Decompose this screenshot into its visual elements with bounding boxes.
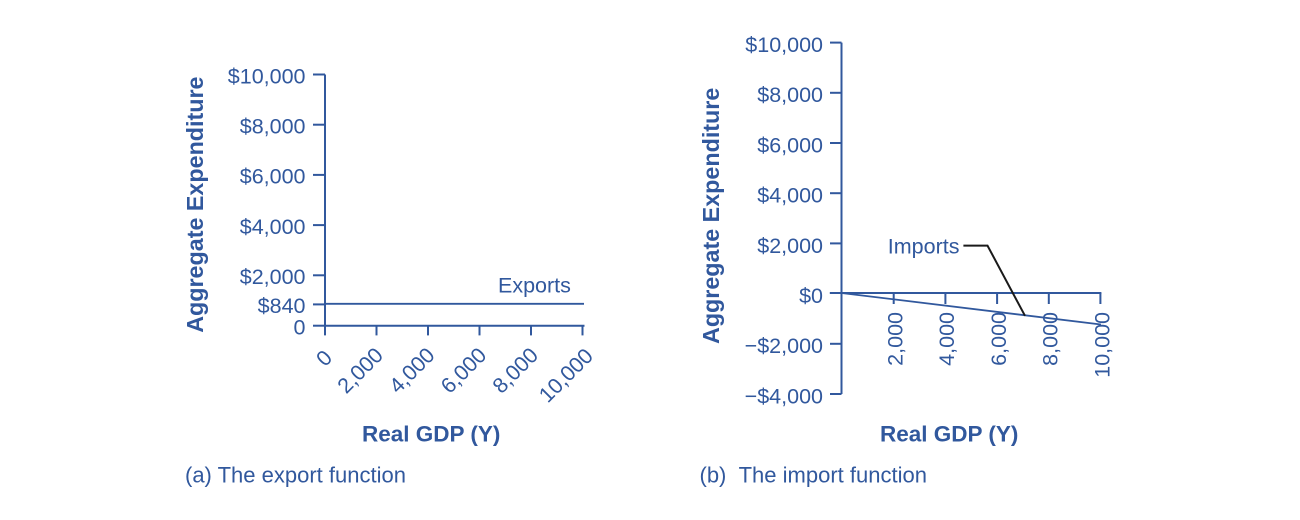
svg-text:Imports: Imports bbox=[888, 235, 960, 259]
svg-text:$2,000: $2,000 bbox=[757, 234, 823, 258]
svg-text:Aggregate Expenditure: Aggregate Expenditure bbox=[698, 88, 724, 344]
svg-text:10,000: 10,000 bbox=[1090, 312, 1114, 378]
svg-text:$8,000: $8,000 bbox=[240, 115, 306, 139]
svg-text:(a) The export function: (a) The export function bbox=[185, 463, 406, 488]
svg-text:4,000: 4,000 bbox=[935, 312, 959, 366]
svg-text:$840: $840 bbox=[258, 294, 306, 318]
svg-text:2,000: 2,000 bbox=[884, 312, 908, 366]
svg-text:Aggregate Expenditure: Aggregate Expenditure bbox=[182, 76, 208, 332]
svg-text:6,000: 6,000 bbox=[987, 312, 1011, 366]
svg-text:$4,000: $4,000 bbox=[240, 215, 306, 239]
svg-text:0: 0 bbox=[294, 315, 306, 339]
svg-text:−$4,000: −$4,000 bbox=[745, 384, 823, 408]
svg-text:$6,000: $6,000 bbox=[240, 165, 306, 189]
svg-text:−$2,000: −$2,000 bbox=[745, 334, 823, 358]
svg-text:Exports: Exports bbox=[498, 274, 571, 298]
svg-text:$0: $0 bbox=[799, 284, 823, 308]
svg-text:$2,000: $2,000 bbox=[240, 265, 306, 289]
svg-text:$4,000: $4,000 bbox=[757, 184, 823, 208]
svg-text:Real GDP (Y): Real GDP (Y) bbox=[880, 421, 1018, 446]
svg-text:$8,000: $8,000 bbox=[757, 83, 823, 107]
svg-text:$10,000: $10,000 bbox=[228, 64, 306, 88]
svg-text:$10,000: $10,000 bbox=[745, 33, 823, 57]
svg-text:$6,000: $6,000 bbox=[757, 133, 823, 157]
svg-text:8,000: 8,000 bbox=[1039, 312, 1063, 366]
svg-text:Real GDP (Y): Real GDP (Y) bbox=[362, 421, 500, 446]
svg-text:(b) The import function: (b) The import function bbox=[700, 463, 927, 488]
